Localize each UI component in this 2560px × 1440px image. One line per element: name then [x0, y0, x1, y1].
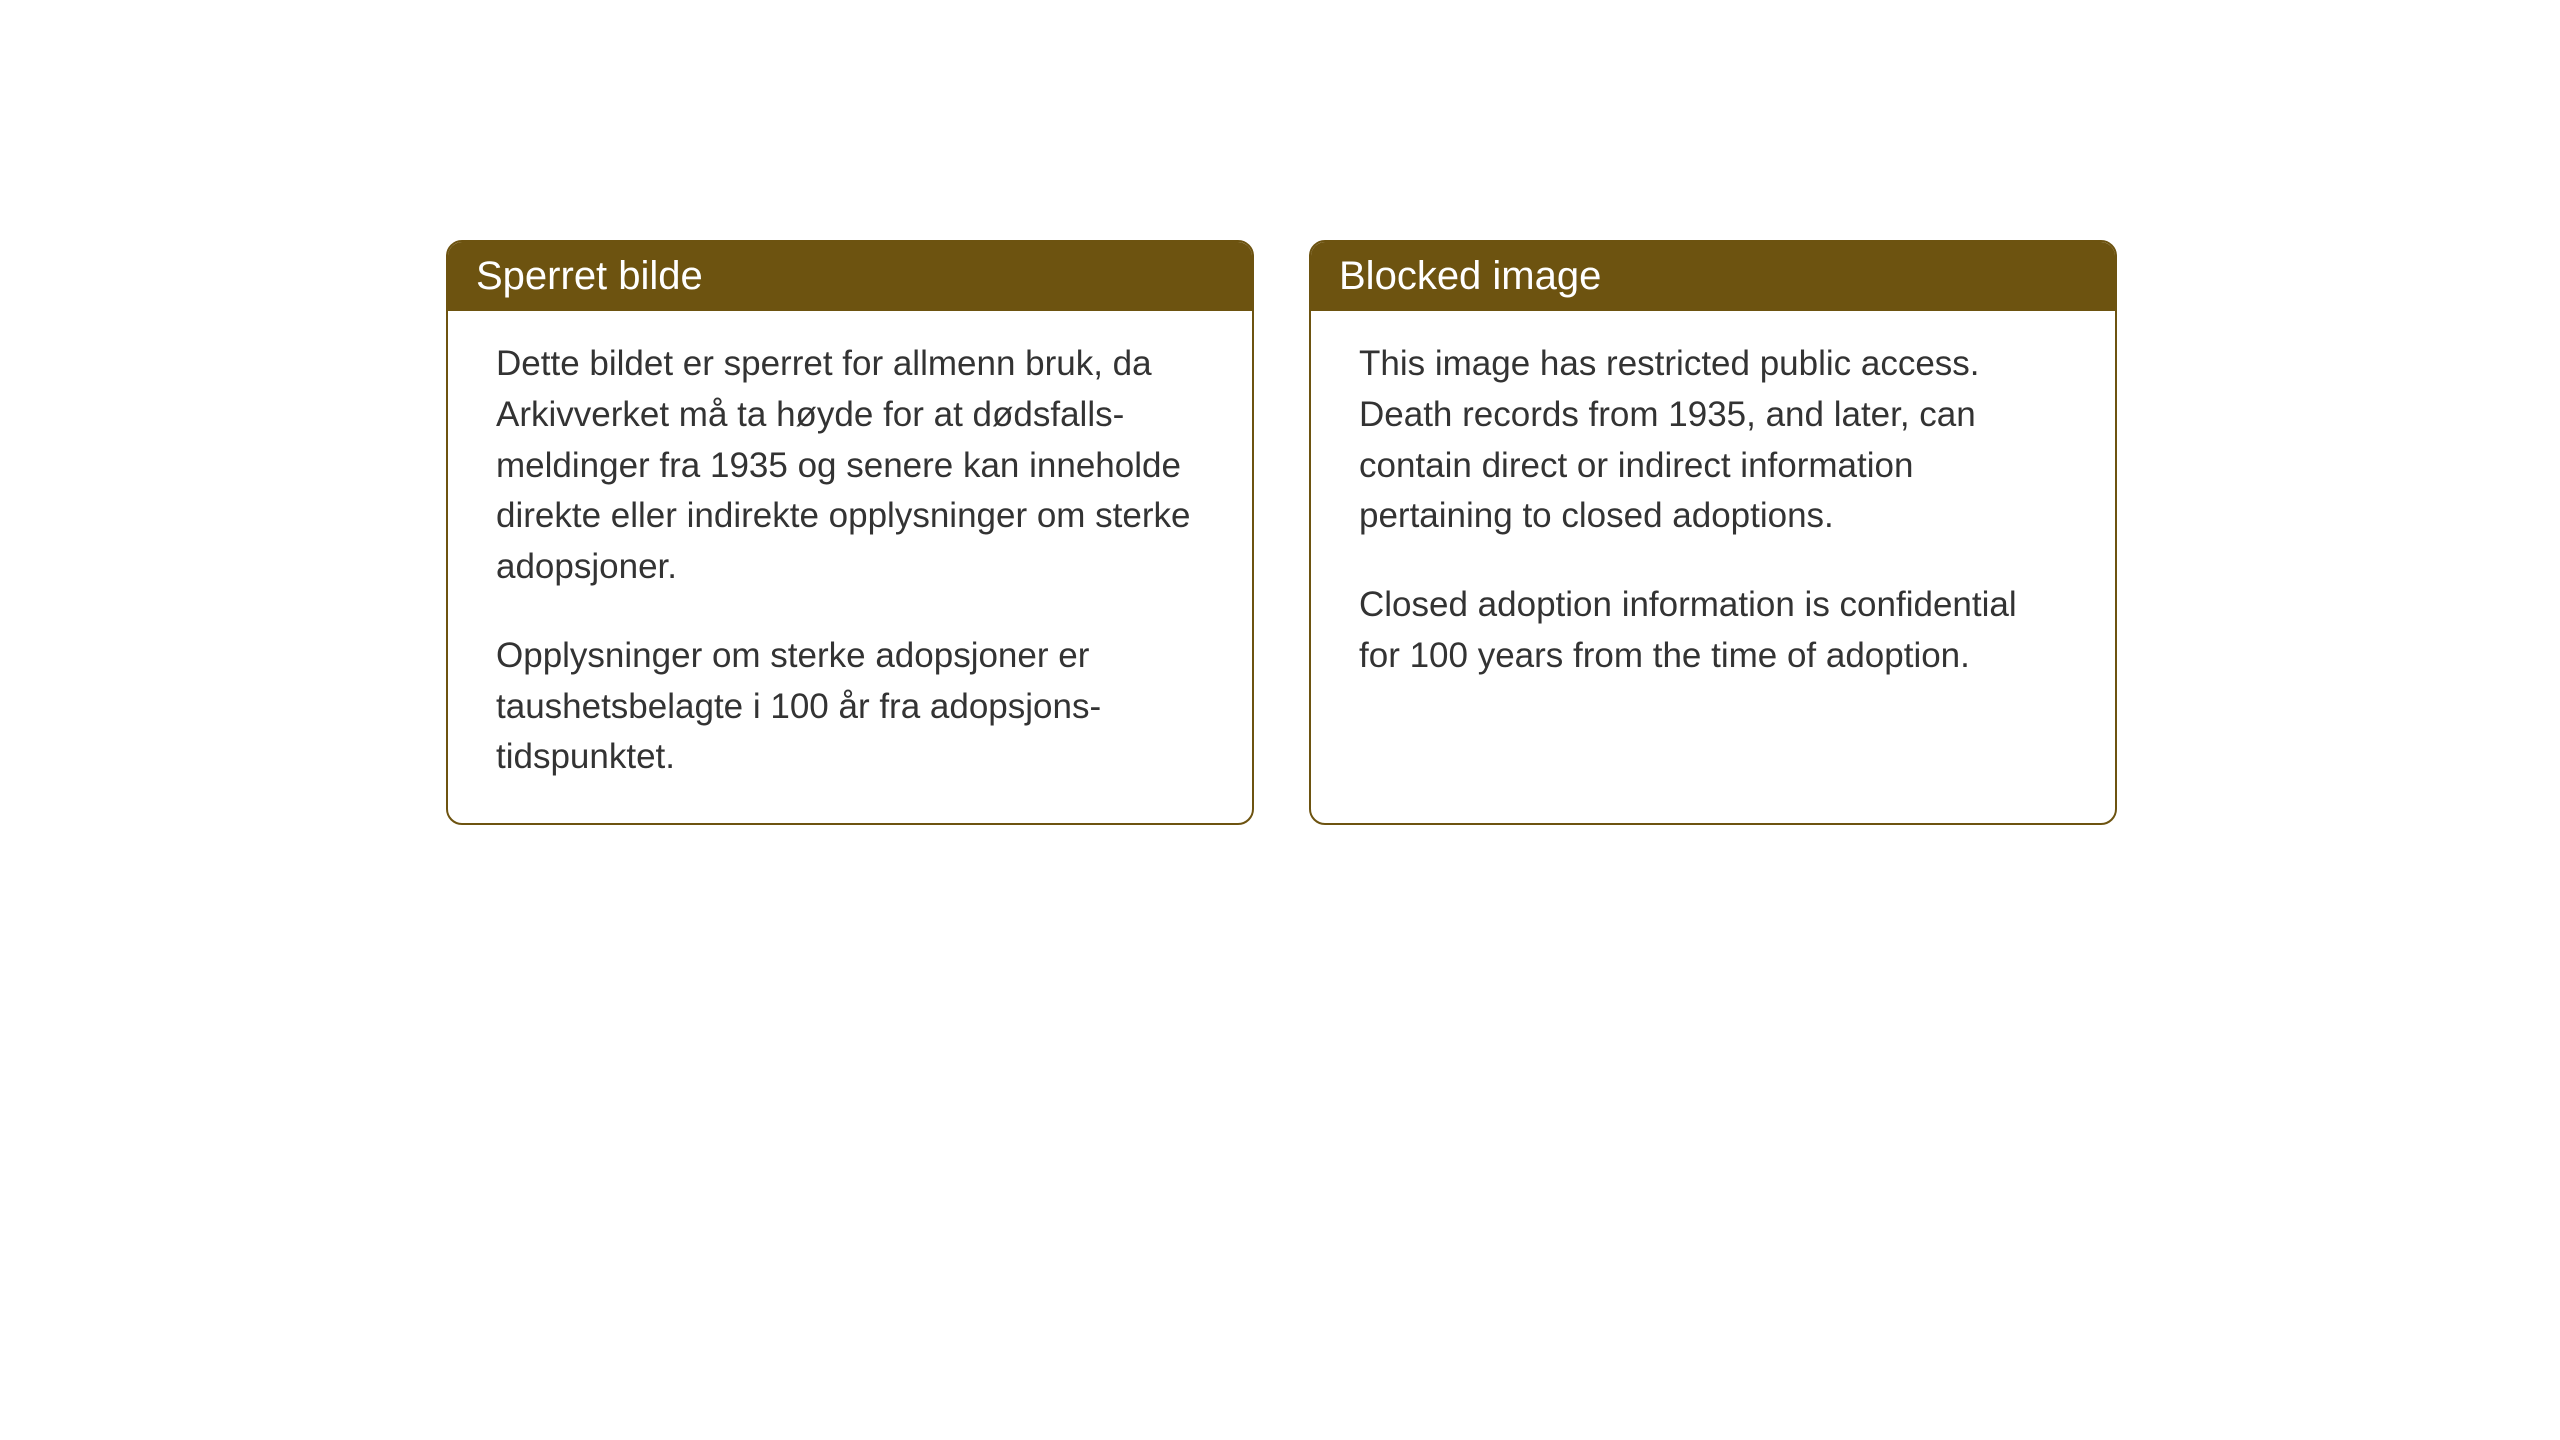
- english-card-title: Blocked image: [1311, 242, 2115, 311]
- english-paragraph-1: This image has restricted public access.…: [1359, 339, 2067, 542]
- english-notice-card: Blocked image This image has restricted …: [1309, 240, 2117, 825]
- english-paragraph-2: Closed adoption information is confident…: [1359, 580, 2067, 682]
- norwegian-paragraph-2: Opplysninger om sterke adopsjoner er tau…: [496, 631, 1204, 783]
- norwegian-notice-card: Sperret bilde Dette bildet er sperret fo…: [446, 240, 1254, 825]
- norwegian-card-title: Sperret bilde: [448, 242, 1252, 311]
- norwegian-paragraph-1: Dette bildet er sperret for allmenn bruk…: [496, 339, 1204, 593]
- english-card-body: This image has restricted public access.…: [1311, 311, 2115, 722]
- norwegian-card-body: Dette bildet er sperret for allmenn bruk…: [448, 311, 1252, 823]
- notice-container: Sperret bilde Dette bildet er sperret fo…: [446, 240, 2117, 825]
